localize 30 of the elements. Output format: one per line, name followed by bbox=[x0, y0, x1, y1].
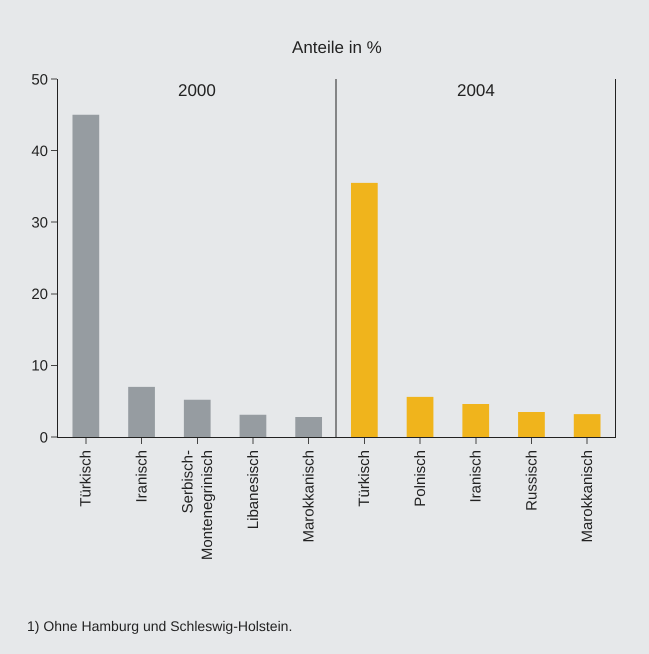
bar bbox=[184, 400, 211, 437]
x-tick-label: Marokkanisch bbox=[579, 450, 596, 543]
bar bbox=[518, 412, 545, 437]
text: 1) Ohne Hamburg und Schleswig-Holstein. bbox=[27, 618, 292, 634]
bar bbox=[128, 386, 155, 437]
x-tick-label: Türkisch bbox=[356, 450, 374, 507]
bar bbox=[462, 404, 490, 437]
x-tick-label: Polnisch bbox=[412, 450, 429, 507]
bar bbox=[406, 396, 434, 437]
y-tick-label: 30 bbox=[31, 214, 48, 232]
bar bbox=[295, 416, 322, 437]
y-axis-title: Anteile in % bbox=[292, 38, 382, 57]
x-tick-label: Iranisch bbox=[133, 450, 150, 503]
x-tick-label: Libanesisch bbox=[244, 450, 262, 530]
chart-title: 2004 bbox=[457, 81, 495, 100]
chart-title: 2000 bbox=[178, 81, 216, 100]
bar bbox=[72, 114, 100, 437]
y-tick-label: 40 bbox=[31, 142, 48, 160]
bar bbox=[350, 182, 378, 437]
y-tick-label: 10 bbox=[31, 358, 48, 375]
x-tick-label: Russisch bbox=[523, 450, 540, 511]
y-tick-label: 0 bbox=[40, 429, 48, 446]
bar bbox=[240, 414, 266, 437]
x-tick-label: Marokkanisch bbox=[300, 450, 318, 543]
y-tick-label: 50 bbox=[31, 71, 48, 88]
x-tick-label: Iranisch bbox=[468, 450, 485, 503]
y-tick-label: 20 bbox=[31, 286, 48, 304]
bar bbox=[574, 414, 601, 437]
x-tick-label: Serbisch- Montenegrinisch bbox=[179, 450, 216, 560]
x-tick-label: Türkisch bbox=[78, 450, 95, 507]
